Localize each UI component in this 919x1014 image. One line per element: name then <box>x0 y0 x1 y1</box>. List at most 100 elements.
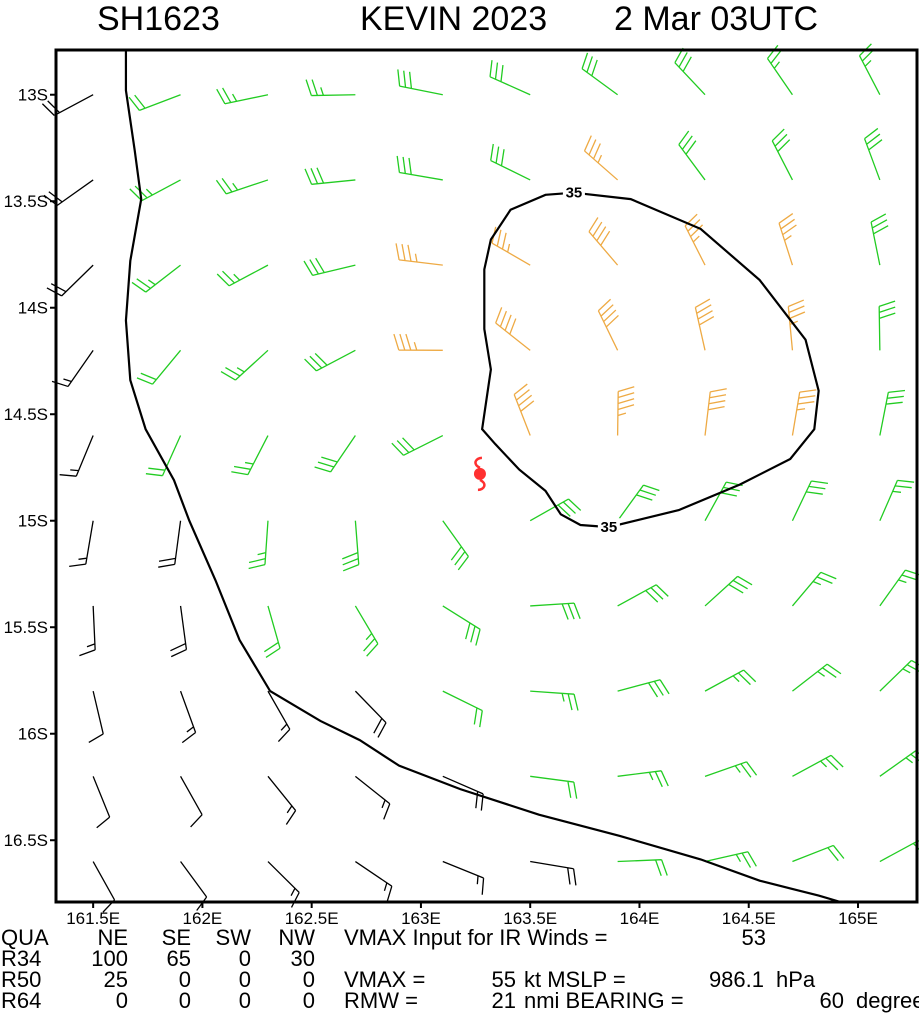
contour-label-bg <box>562 183 585 201</box>
contour-line <box>480 191 820 529</box>
wind-barb <box>771 128 794 181</box>
footer-cell: 0 <box>303 988 315 1013</box>
wind-barb <box>617 679 670 698</box>
wind-barb <box>879 659 919 692</box>
x-tick-label: 161.5E <box>66 909 120 928</box>
wind-barb <box>59 435 94 477</box>
wind-barb <box>397 69 443 96</box>
wind-barb <box>617 484 660 522</box>
x-tick-label: 164.5E <box>722 909 776 928</box>
wind-barb <box>305 79 356 97</box>
footer-cell: hPa <box>776 967 816 992</box>
y-tick-label: 15S <box>18 512 48 531</box>
wind-barb <box>704 761 758 778</box>
wind-barb <box>145 435 182 477</box>
wind-barb <box>216 87 269 105</box>
wind-barb <box>879 569 919 607</box>
footer-cell: R64 <box>1 988 41 1013</box>
contour-label: 35 <box>566 185 583 202</box>
wind-barb <box>220 349 269 381</box>
contour-label-bg <box>597 518 620 536</box>
wind-barb <box>342 520 360 572</box>
wind-barb <box>616 386 635 436</box>
wind-barb <box>442 690 483 728</box>
wind-barb <box>304 349 356 372</box>
wind-barb <box>678 130 706 181</box>
y-tick-label: 13.5S <box>4 192 48 211</box>
footer-cell: SW <box>216 925 252 950</box>
footer-cell: 0 <box>303 967 315 992</box>
wind-barb <box>92 861 116 913</box>
wind-barb <box>354 775 391 820</box>
footer-cell: QUA <box>1 925 49 950</box>
wind-barb <box>792 844 845 863</box>
wind-barb <box>778 213 797 266</box>
footer-cell: R34 <box>1 946 41 971</box>
footer-cell: NE <box>97 925 128 950</box>
wind-barb <box>79 605 96 657</box>
footer-cell: VMAX Input for IR Winds = <box>344 925 607 950</box>
wind-barb <box>597 298 619 351</box>
contour-line <box>124 50 841 904</box>
footer-cell: degrees <box>856 988 919 1013</box>
wind-barb <box>858 43 881 96</box>
footer-cell: R50 <box>1 967 41 992</box>
wind-barb <box>617 584 669 607</box>
contour-label: 35 <box>601 519 618 536</box>
wind-barb <box>495 307 531 351</box>
wind-barb <box>69 520 94 568</box>
wind-barb <box>674 47 706 96</box>
valid-time: 2 Mar 03UTC <box>614 0 818 38</box>
wind-barb <box>314 435 356 473</box>
y-tick-label: 15.5S <box>4 618 48 637</box>
storm-center <box>473 467 486 480</box>
wind-barb <box>354 690 387 738</box>
footer-cell: 60 <box>820 988 844 1013</box>
wind-barb <box>766 44 793 96</box>
wind-barb <box>879 389 906 436</box>
x-tick-label: 164E <box>620 909 660 928</box>
wind-barb <box>879 839 919 863</box>
wind-barb <box>216 264 269 287</box>
wind-barb <box>617 770 669 788</box>
wind-barb <box>303 257 356 277</box>
footer-cell: 0 <box>179 967 191 992</box>
wind-barb <box>863 127 883 181</box>
wind-barb <box>267 861 300 908</box>
wind-barb <box>791 480 829 522</box>
footer-cell: 0 <box>239 988 251 1013</box>
wind-barb <box>179 690 197 744</box>
wind-barb <box>215 177 269 195</box>
wind-barb <box>231 435 269 476</box>
x-tick-label: 165E <box>838 909 878 928</box>
wind-barb <box>787 299 806 351</box>
footer-cell: 0 <box>239 946 251 971</box>
wind-barb <box>354 605 379 657</box>
wind-barb <box>442 520 469 571</box>
footer-cell: 0 <box>179 988 191 1013</box>
wind-barb <box>704 851 757 868</box>
footer-cell: 30 <box>291 946 315 971</box>
footer-cell: NW <box>278 925 315 950</box>
wind-barb <box>136 349 182 385</box>
wind-barb <box>129 179 181 202</box>
wind-barb <box>530 602 581 620</box>
wind-barb <box>583 135 619 181</box>
wind-barb <box>267 775 297 825</box>
wind-barb <box>304 167 356 185</box>
x-tick-label: 162E <box>183 909 223 928</box>
storm-id: SH1623 <box>97 0 220 38</box>
wind-barb <box>46 264 94 297</box>
wind-barb <box>530 860 577 886</box>
wind-barb <box>92 776 111 829</box>
wind-barb <box>878 300 896 351</box>
wind-barb <box>489 60 531 96</box>
wind-barb <box>879 479 915 521</box>
wind-barb <box>442 860 485 895</box>
plot-area: 35 35 <box>41 43 919 913</box>
wind-barb <box>263 605 281 658</box>
footer-cell: nmi BEARING = <box>524 988 684 1013</box>
wind-barb <box>355 860 393 903</box>
wind-barb <box>684 213 706 266</box>
